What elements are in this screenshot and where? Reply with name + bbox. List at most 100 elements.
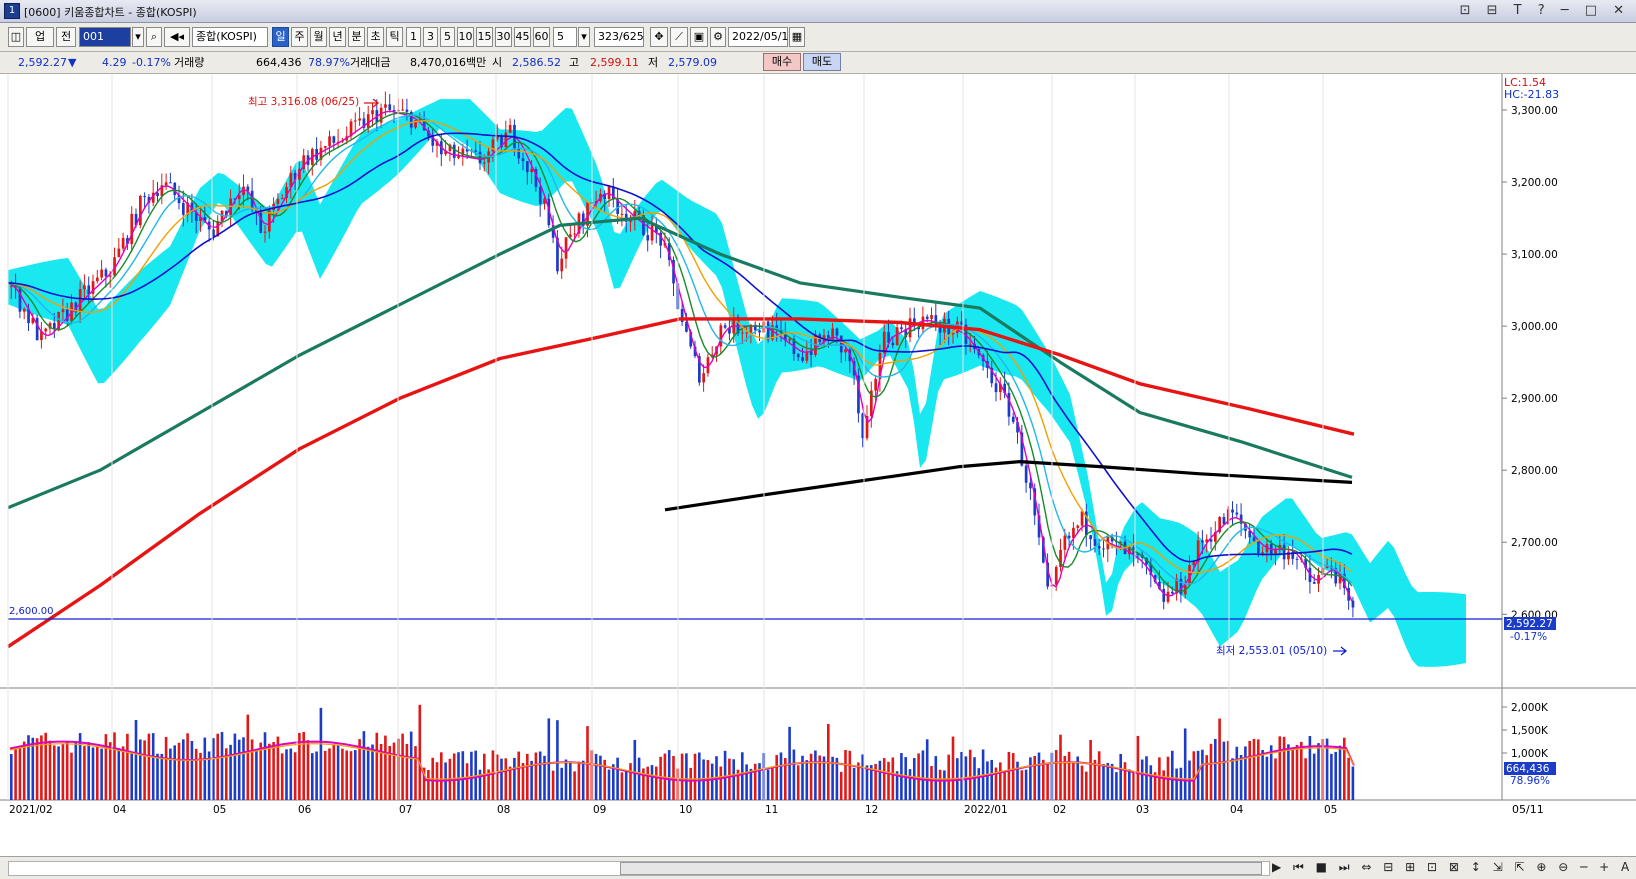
candle-body (1037, 515, 1041, 538)
minute-1[interactable]: 1 (406, 27, 421, 47)
quote-high: 2,599.11 (590, 56, 639, 69)
volume-bar (943, 770, 946, 800)
date-label: 05/11 (1512, 803, 1544, 816)
period-year[interactable]: 년 (329, 27, 346, 47)
minute-60[interactable]: 60 (533, 27, 550, 47)
volume-bar (1244, 746, 1247, 800)
minute-3[interactable]: 3 (423, 27, 438, 47)
code-dropdown-icon[interactable]: ▾ (132, 27, 144, 47)
volume-bar (977, 768, 981, 800)
period-month[interactable]: 월 (310, 27, 327, 47)
count-input[interactable]: 323/625 (594, 27, 644, 47)
volume-bar (100, 748, 103, 800)
settings-tool-icon[interactable]: ✥ (650, 27, 668, 47)
window-controls[interactable]: ⊡ ⊟ T ? ─ □ ✕ (1459, 3, 1630, 18)
buy-button[interactable]: 매수 (763, 53, 801, 71)
period-week[interactable]: 주 (291, 27, 308, 47)
scroll-controls[interactable]: ▶ ⏮ ■ ⏭ ⇔ ⊟ ⊞ ⊡ ⊠ ↕ ⇲ ⇱ ⊕ ⊖ ─ + A (1272, 860, 1634, 874)
candle-body (113, 257, 116, 276)
candle-body (121, 237, 125, 249)
window-title: [0600] 키움종합차트 - 종합(KOSPI) (24, 6, 197, 19)
ma-line-20 (7, 114, 1353, 585)
volume-bar (508, 766, 512, 800)
price-tick-label: 3,100.00 (1511, 249, 1558, 261)
interval-spinner-icon[interactable]: ▾ (578, 27, 590, 47)
candle-body (444, 151, 447, 155)
volume-bar (1097, 751, 1101, 800)
search-icon[interactable]: ⌕ (146, 27, 162, 47)
volume-bar (947, 754, 950, 800)
candle-body (1244, 523, 1247, 531)
volume-bar (35, 738, 39, 800)
sell-button[interactable]: 매도 (803, 53, 841, 71)
save-icon[interactable]: ▣ (690, 27, 708, 47)
candle-body (405, 109, 409, 112)
chart-scrollbar[interactable]: ▶ ⏮ ■ ⏭ ⇔ ⊟ ⊞ ⊡ ⊠ ↕ ⇲ ⇱ ⊕ ⊖ ─ + A (0, 856, 1636, 879)
candle-body (427, 130, 430, 137)
volume-bar (1222, 741, 1226, 800)
period-second[interactable]: 초 (367, 27, 384, 47)
volume-bar (1261, 749, 1264, 800)
candle-body (543, 198, 546, 204)
volume-bar (306, 740, 310, 800)
volume-bar (276, 736, 280, 800)
market-select[interactable]: 업 (26, 27, 54, 47)
interval-input[interactable]: 5 (553, 27, 577, 47)
volume-bar (246, 714, 250, 800)
candle-body (801, 357, 804, 361)
x-tick-label: 12 (865, 804, 878, 816)
volume-bar (882, 758, 886, 800)
prev-button[interactable]: 전 (56, 27, 76, 47)
price-chart[interactable]: 2,600.00 LC:1.54 HC:-21.83 3,300.00 3,200… (0, 74, 1636, 856)
period-tick[interactable]: 틱 (386, 27, 403, 47)
volume-bar (130, 752, 133, 800)
candle-body (809, 351, 813, 355)
volume-bar (629, 763, 632, 800)
candle-body (1153, 575, 1157, 582)
candle-body (418, 119, 422, 121)
period-day[interactable]: 일 (272, 27, 289, 47)
candle-body (1226, 509, 1230, 525)
volume-bar (139, 739, 142, 800)
candle-body (1295, 558, 1299, 560)
minute-10[interactable]: 10 (457, 27, 474, 47)
volume-bar (280, 753, 284, 800)
minute-45[interactable]: 45 (514, 27, 531, 47)
volume-bar (728, 758, 731, 800)
candle-body (358, 118, 361, 121)
layout-icon[interactable]: ◫ (8, 27, 24, 47)
candle-body (147, 197, 151, 203)
volume-bar (1334, 751, 1337, 800)
code-input[interactable]: 001 (79, 27, 131, 47)
candle-body (805, 351, 809, 361)
minute-30[interactable]: 30 (495, 27, 512, 47)
minute-5[interactable]: 5 (440, 27, 455, 47)
volume-bar (272, 742, 275, 800)
volume-bar (156, 753, 159, 800)
date-input[interactable]: 2022/05/11 (728, 27, 795, 47)
minute-15[interactable]: 15 (476, 27, 493, 47)
gear-icon[interactable]: ⚙ (710, 27, 726, 47)
quote-change: 4.29 (102, 56, 127, 69)
chart-area[interactable]: 2,600.00 LC:1.54 HC:-21.83 3,300.00 3,200… (0, 74, 1636, 856)
calendar-icon[interactable]: ▦ (789, 27, 805, 47)
period-minute[interactable]: 분 (348, 27, 365, 47)
draw-tool-icon[interactable]: ⟋ (670, 27, 688, 47)
speaker-icon[interactable]: ◀◂ (164, 27, 190, 47)
volume-bar (650, 765, 654, 800)
volume-bar (401, 733, 404, 800)
candle-body (1063, 535, 1067, 550)
candle-body (285, 187, 288, 199)
volume-bar (422, 767, 426, 800)
volume-bar (1059, 734, 1062, 800)
candle-body (526, 161, 529, 173)
x-tick-label: 04 (113, 804, 127, 816)
candle-body (728, 327, 731, 334)
candle-body (1149, 564, 1153, 576)
scroll-thumb[interactable] (620, 862, 1262, 875)
volume-bar (14, 749, 17, 800)
volume-bar (1325, 738, 1329, 800)
candle-body (1016, 421, 1019, 433)
candle-body (379, 107, 383, 123)
candle-body (775, 325, 779, 330)
